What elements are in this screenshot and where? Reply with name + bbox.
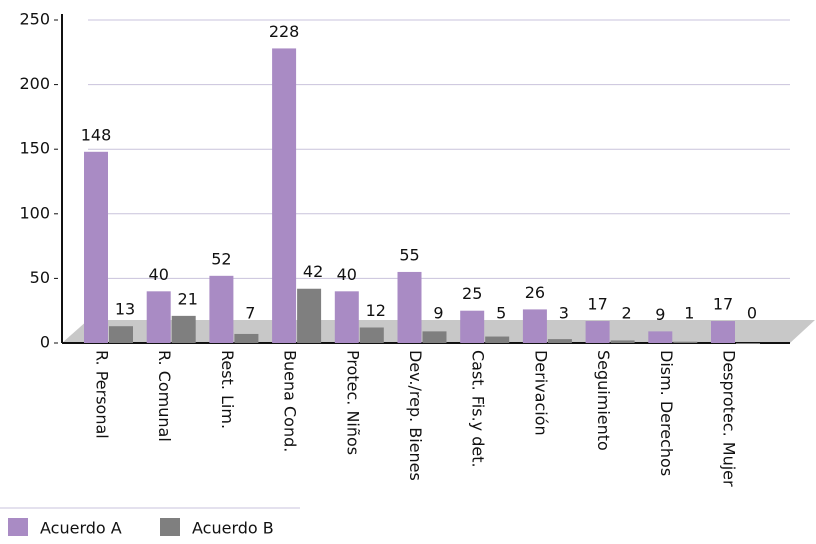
x-tick-label: R. Comunal: [155, 350, 174, 442]
value-label: 40: [337, 265, 357, 284]
x-tick-label: Cast. Fis.y det.: [469, 350, 488, 468]
bar: [209, 275, 234, 343]
value-label: 228: [269, 22, 300, 41]
bar: [397, 271, 422, 343]
value-label: 42: [303, 262, 323, 281]
bar: [736, 343, 760, 344]
y-tick-label: 200: [19, 74, 50, 93]
x-tick-label: Derivación: [531, 350, 550, 436]
bar: [547, 339, 572, 343]
bar: [485, 336, 510, 343]
x-tick-label: Seguimiento: [594, 350, 613, 451]
x-tick-label: Dism. Derechos: [657, 350, 676, 476]
x-tick-label: Rest. Lim.: [218, 350, 237, 429]
bar: [422, 331, 447, 343]
y-tick-label: 100: [19, 203, 50, 222]
x-tick-label: Buena Cond.: [281, 350, 300, 452]
bar: [84, 151, 108, 343]
value-label: 12: [366, 301, 386, 320]
bar: [460, 310, 485, 343]
value-label: 148: [81, 125, 112, 144]
value-label: 21: [178, 289, 198, 308]
value-label: 5: [496, 304, 506, 323]
bar: [359, 327, 384, 343]
legend-label: Acuerdo B: [192, 519, 274, 538]
bar: [610, 340, 635, 343]
x-tick-label: R. Personal: [93, 350, 112, 439]
bar: [648, 331, 673, 343]
value-label: 55: [399, 245, 419, 264]
value-label: 25: [462, 284, 482, 303]
bar: [585, 321, 610, 343]
bar: [297, 288, 322, 343]
value-label: 3: [559, 304, 569, 323]
bar: [334, 291, 359, 343]
x-tick-label: Dev./rep. Bienes: [406, 350, 425, 481]
x-tick-label: Protec. Niños: [343, 350, 362, 455]
legend-swatch: [8, 518, 28, 536]
bar: [171, 315, 196, 343]
value-label: 9: [655, 305, 665, 324]
value-label: 2: [622, 304, 632, 323]
bar: [109, 326, 133, 343]
bar: [234, 333, 259, 343]
legend-swatch: [160, 518, 180, 536]
value-label: 13: [115, 300, 135, 319]
bar: [146, 291, 171, 343]
value-label: 52: [211, 249, 231, 268]
value-label: 26: [525, 283, 545, 302]
value-label: 7: [245, 304, 255, 323]
bar: [522, 309, 547, 343]
value-label: 9: [433, 304, 443, 323]
y-tick-label: 50: [30, 268, 50, 287]
y-tick-label: 150: [19, 139, 50, 158]
bar: [272, 48, 297, 343]
value-label: 0: [747, 304, 757, 323]
y-tick-label: 250: [19, 10, 50, 29]
value-label: 17: [587, 295, 607, 314]
bar: [711, 321, 735, 343]
y-tick-label: 0: [40, 333, 50, 352]
legend-label: Acuerdo A: [40, 519, 122, 538]
bar: [673, 341, 698, 343]
value-label: 1: [684, 304, 694, 323]
x-tick-label: Desprotec. Mujer: [720, 350, 739, 487]
value-label: 17: [713, 295, 733, 314]
value-label: 40: [149, 265, 169, 284]
